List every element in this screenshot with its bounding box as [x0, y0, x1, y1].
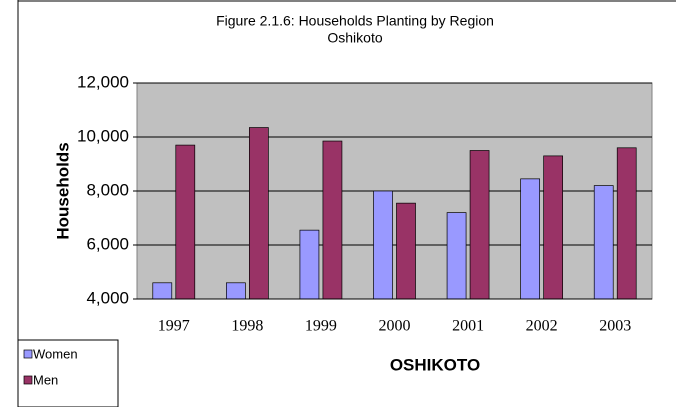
bar: [520, 178, 540, 300]
x-tick-label: 2003: [599, 318, 631, 335]
y-tick-label: 8,000: [86, 180, 129, 199]
legend-swatch: [23, 375, 33, 385]
x-tick-label: 2000: [379, 318, 411, 335]
legend-label: Women: [33, 346, 78, 361]
y-tick-label: 6,000: [86, 234, 129, 253]
bar: [152, 282, 173, 300]
x-tick-label: 1999: [305, 318, 337, 335]
y-tick-label: 4,000: [86, 288, 129, 307]
y-tick-label: 10,000: [77, 126, 129, 145]
bar: [593, 185, 614, 300]
bar: [322, 140, 343, 300]
bar: [175, 144, 196, 300]
bar: [396, 202, 416, 300]
x-axis-label: OSHIKOTO: [390, 355, 480, 374]
chart-title: Figure 2.1.6: Households Planting by Reg…: [216, 13, 494, 29]
chart-subtitle: Oshikoto: [327, 30, 382, 46]
legend-swatch: [23, 349, 33, 359]
bar: [616, 147, 637, 300]
bar: [299, 229, 320, 300]
y-tick-label: 12,000: [77, 72, 129, 91]
legend: [17, 339, 119, 407]
x-tick-label: 1998: [231, 318, 263, 335]
y-axis-label: Households: [53, 142, 72, 239]
x-tick-label: 2001: [452, 318, 484, 335]
bar: [469, 150, 490, 300]
legend-label: Men: [33, 372, 58, 387]
bar: [249, 127, 269, 300]
bar: [373, 190, 393, 300]
x-tick-label: 2002: [526, 318, 558, 335]
bar: [446, 212, 467, 300]
bar: [543, 155, 563, 300]
bar: [226, 282, 246, 300]
x-tick-label: 1997: [158, 318, 190, 335]
